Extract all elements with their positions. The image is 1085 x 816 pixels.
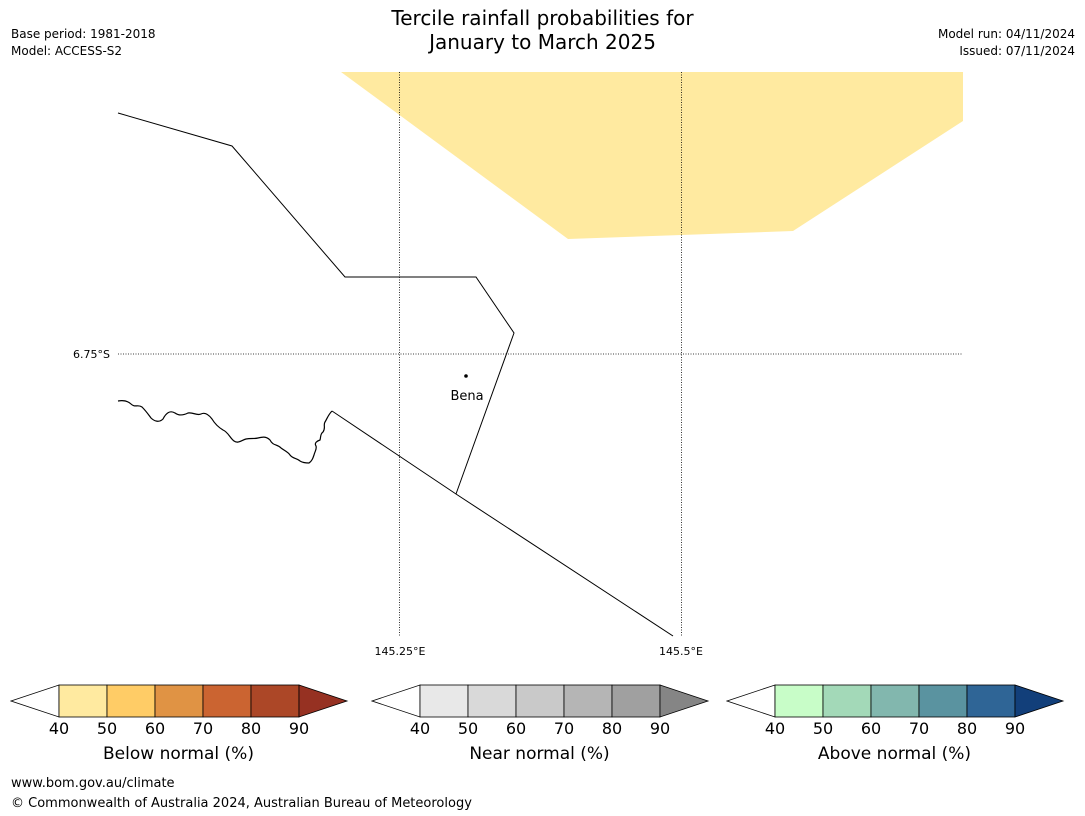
legend-near-tick: 70 xyxy=(553,719,575,738)
lon-label-2: 145.5°E xyxy=(659,645,703,658)
model-text: Model: ACCESS-S2 xyxy=(11,44,123,58)
colorbar-segment xyxy=(611,684,661,718)
model-run-text: Model run: 04/11/2024 xyxy=(937,27,1075,41)
colorbar-segment xyxy=(966,684,1016,718)
legend-below-tick: 80 xyxy=(240,719,262,738)
colorbar-segment xyxy=(250,684,300,718)
colorbar-below-normal xyxy=(10,684,349,718)
issued-text: Issued: 07/11/2024 xyxy=(959,44,1075,58)
legend-near-title: Near normal (%) xyxy=(469,744,610,764)
map-canvas: Bena 6.75°S 145.25°E 145.5°E xyxy=(73,72,963,658)
lat-label: 6.75°S xyxy=(73,348,110,361)
colorbar-extension-high xyxy=(1014,684,1065,718)
colorbar-extension-high xyxy=(659,684,710,718)
colorbar-segment xyxy=(870,684,920,718)
metadata-left: Base period: 1981-2018 Model: ACCESS-S2 xyxy=(11,26,156,60)
colorbar-segment xyxy=(774,684,824,718)
legend-near-tick: 50 xyxy=(457,719,479,738)
lon-label-1: 145.25°E xyxy=(375,645,426,658)
colorbar-segment xyxy=(918,684,968,718)
legend-above-tick: 50 xyxy=(812,719,834,738)
bena-marker xyxy=(464,374,468,378)
colorbar-extension-low xyxy=(371,684,421,718)
legend-below-tick: 60 xyxy=(144,719,166,738)
legend-above-tick: 90 xyxy=(1004,719,1026,738)
province-boundary-south xyxy=(331,410,674,637)
legend-near-tick: 90 xyxy=(649,719,671,738)
title-line-2: January to March 2025 xyxy=(429,30,656,54)
province-boundary xyxy=(117,112,515,495)
colorbar-above-normal xyxy=(726,684,1065,718)
title-line-1: Tercile rainfall probabilities for xyxy=(391,6,694,30)
legend-below-tick: 40 xyxy=(48,719,70,738)
colorbar-extension-high xyxy=(298,684,349,718)
colorbar-segment xyxy=(106,684,156,718)
legend-above-tick: 80 xyxy=(956,719,978,738)
colorbar-near-normal xyxy=(371,684,710,718)
colorbar-segment xyxy=(515,684,565,718)
footer-copyright: © Commonwealth of Australia 2024, Austra… xyxy=(11,796,472,811)
footer-url: www.bom.gov.au/climate xyxy=(11,776,175,791)
legend-below-tick: 50 xyxy=(96,719,118,738)
colorbar-segment xyxy=(154,684,204,718)
base-period-text: Base period: 1981-2018 xyxy=(11,27,156,41)
legend-above-tick: 60 xyxy=(860,719,882,738)
legend-above-tick: 70 xyxy=(908,719,930,738)
legend-above-title: Above normal (%) xyxy=(817,744,972,764)
legend-near-tick: 80 xyxy=(601,719,623,738)
below-normal-shade-region xyxy=(341,72,963,239)
legend-below-tick: 90 xyxy=(288,719,310,738)
colorbar-segment xyxy=(202,684,252,718)
map-title: Tercile rainfall probabilities for Janua… xyxy=(0,6,1085,54)
legend-below-tick: 70 xyxy=(192,719,214,738)
bena-label: Bena xyxy=(450,389,483,404)
colorbar-segment xyxy=(58,684,108,718)
colorbar-segment xyxy=(822,684,872,718)
colorbar-extension-low xyxy=(10,684,60,718)
legend-below-title: Below normal (%) xyxy=(103,744,254,764)
colorbar-segment xyxy=(563,684,613,718)
colorbar-segment xyxy=(467,684,517,718)
river-boundary xyxy=(117,400,333,464)
footer: www.bom.gov.au/climate © Commonwealth of… xyxy=(11,774,472,814)
legend-above-tick: 40 xyxy=(764,719,786,738)
metadata-right: Model run: 04/11/2024 Issued: 07/11/2024 xyxy=(938,26,1075,60)
colorbar-segment xyxy=(419,684,469,718)
colorbar-extension-low xyxy=(726,684,776,718)
legend-near-tick: 40 xyxy=(409,719,431,738)
legend-near-tick: 60 xyxy=(505,719,527,738)
